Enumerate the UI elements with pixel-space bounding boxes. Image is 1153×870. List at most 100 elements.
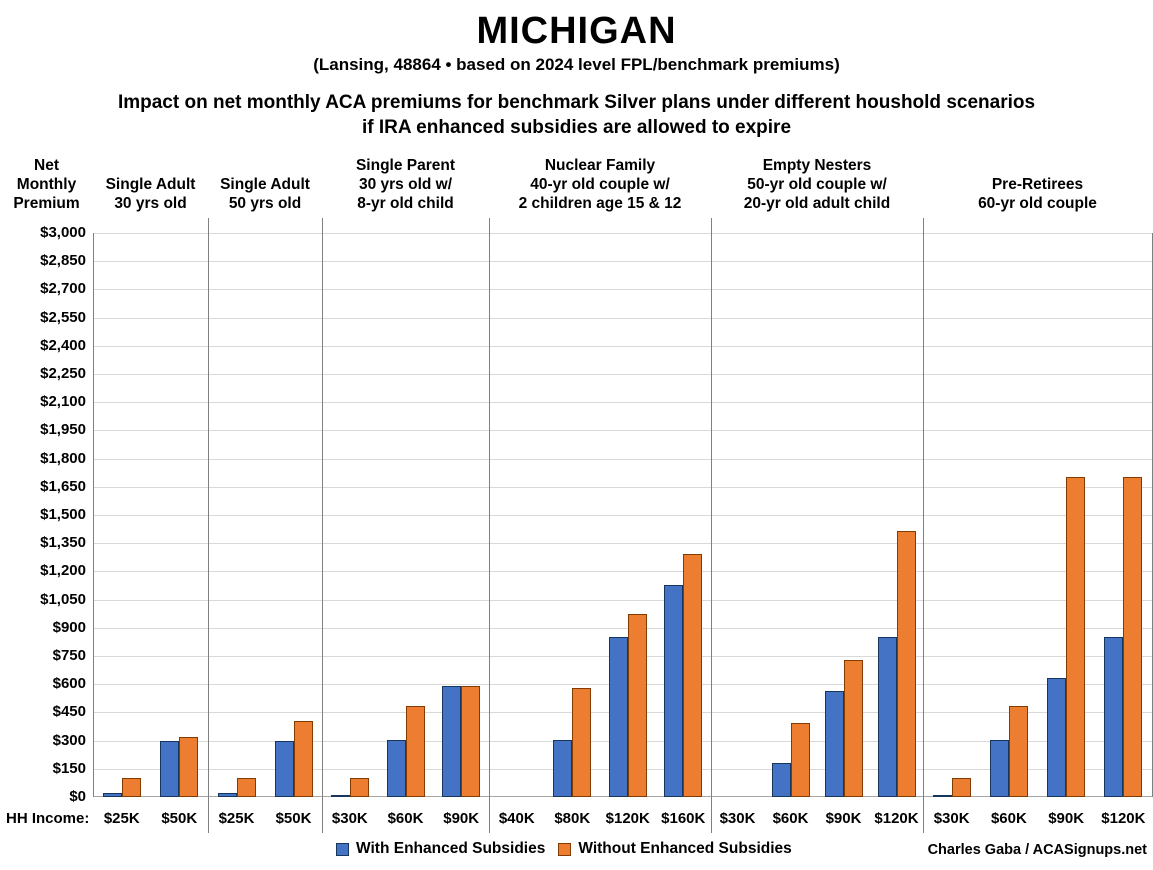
income-label-row: $25K $50K bbox=[208, 808, 322, 830]
gridline bbox=[93, 233, 1152, 234]
gridline bbox=[93, 515, 1152, 516]
bar-without-enhanced-subsidies bbox=[1123, 477, 1143, 797]
y-axis-tick-label: $300 bbox=[52, 731, 86, 749]
legend-item-with-enhanced: With Enhanced Subsidies bbox=[336, 840, 545, 858]
bar-without-enhanced-subsidies bbox=[627, 614, 647, 797]
legend: With Enhanced Subsidies Without Enhanced… bbox=[336, 840, 792, 858]
y-axis-tick-label: $750 bbox=[52, 647, 86, 664]
y-axis-tick-label: $1,650 bbox=[40, 477, 86, 495]
gridline bbox=[93, 345, 1152, 347]
bar-group bbox=[489, 233, 711, 797]
income-label-row: $30K $60K $90K $120K bbox=[923, 808, 1152, 830]
chart-description-line2: if IRA enhanced subsidies are allowed to… bbox=[361, 117, 792, 138]
gridline bbox=[93, 317, 1152, 319]
income-label: $30K bbox=[933, 810, 970, 827]
group-header: Pre-Retirees 60-yr old couple bbox=[923, 150, 1152, 213]
income-label: $30K bbox=[719, 810, 756, 827]
income-label: $90K bbox=[1048, 810, 1085, 827]
bar-with-enhanced-subsidies bbox=[608, 637, 628, 797]
group-separator bbox=[208, 218, 209, 833]
gridline bbox=[93, 261, 1152, 263]
y-axis-tick-label: $2,850 bbox=[40, 252, 86, 270]
gridline bbox=[93, 543, 1152, 545]
bar-slot bbox=[93, 233, 151, 797]
income-label: $40K bbox=[498, 810, 535, 827]
bar-without-enhanced-subsidies bbox=[683, 554, 703, 797]
bar-group bbox=[711, 233, 923, 797]
legend-item-without-enhanced: Without Enhanced Subsidies bbox=[558, 840, 792, 858]
bar-with-enhanced-subsidies bbox=[386, 740, 406, 797]
y-axis-title: Net Monthly Premium bbox=[13, 157, 80, 212]
bar-with-enhanced-subsidies bbox=[274, 741, 294, 797]
bar-without-enhanced-subsidies bbox=[843, 660, 863, 797]
income-label: $80K bbox=[554, 810, 591, 827]
income-label-row: $25K $50K bbox=[93, 808, 208, 830]
group-separator bbox=[322, 218, 323, 833]
gridline bbox=[93, 430, 1152, 432]
gridline bbox=[93, 599, 1152, 601]
y-axis-tick-label: $2,700 bbox=[40, 280, 86, 298]
income-label: $90K bbox=[443, 810, 480, 827]
hh-income-row-label: HH Income: bbox=[6, 810, 90, 827]
bar-slot bbox=[1038, 233, 1095, 797]
income-label: $25K bbox=[218, 810, 255, 827]
bar-with-enhanced-subsidies bbox=[989, 740, 1009, 797]
bar-without-enhanced-subsidies bbox=[293, 721, 313, 797]
bar-with-enhanced-subsidies bbox=[442, 686, 462, 797]
bar-without-enhanced-subsidies bbox=[121, 778, 141, 797]
bar-without-enhanced-subsidies bbox=[572, 688, 592, 797]
plot-edge-line bbox=[93, 233, 94, 797]
bar-with-enhanced-subsidies bbox=[1104, 637, 1124, 797]
bar-with-enhanced-subsidies bbox=[824, 691, 844, 797]
y-axis-tick-label: $0 bbox=[69, 788, 86, 805]
bar-group bbox=[923, 233, 1152, 797]
bar-without-enhanced-subsidies bbox=[179, 737, 199, 797]
income-label: $50K bbox=[275, 810, 312, 827]
bar-without-enhanced-subsidies bbox=[405, 706, 425, 797]
group-separator bbox=[711, 218, 712, 833]
gridline bbox=[93, 374, 1152, 375]
group-header: Single Adult 30 yrs old bbox=[93, 150, 208, 213]
y-axis-tick-label: $150 bbox=[52, 759, 86, 777]
y-axis-tick-label: $450 bbox=[52, 703, 86, 721]
y-axis-tick-label: $2,550 bbox=[40, 308, 86, 326]
bar-slot bbox=[265, 233, 322, 797]
bar-with-enhanced-subsidies bbox=[217, 793, 237, 797]
bar-slot bbox=[1095, 233, 1152, 797]
gridline bbox=[93, 627, 1152, 629]
bar-with-enhanced-subsidies bbox=[160, 741, 180, 797]
bar-slot bbox=[600, 233, 656, 797]
bar-slot bbox=[151, 233, 209, 797]
group-header: Nuclear Family 40-yr old couple w/2 child… bbox=[489, 150, 711, 213]
income-label: $90K bbox=[825, 810, 862, 827]
income-label-row: $40K $80K $120K $160K bbox=[489, 808, 711, 830]
y-axis-tick-label: $900 bbox=[52, 618, 86, 636]
bar-with-enhanced-subsidies bbox=[932, 795, 952, 797]
bar-slot bbox=[764, 233, 817, 797]
bar-slot bbox=[545, 233, 601, 797]
income-label: $120K bbox=[1101, 810, 1146, 827]
group-header: Single Parent 30 yrs old w/8-yr old child bbox=[322, 150, 489, 213]
bar-with-enhanced-subsidies bbox=[877, 637, 897, 797]
bar-with-enhanced-subsidies bbox=[553, 740, 573, 797]
group-separator bbox=[489, 218, 490, 833]
bar-with-enhanced-subsidies bbox=[102, 793, 122, 797]
bar-without-enhanced-subsidies bbox=[349, 778, 369, 797]
bar-slot bbox=[489, 233, 545, 797]
bar-group bbox=[93, 233, 208, 797]
group-header-text: Single Parent 30 yrs old w/8-yr old child bbox=[355, 157, 456, 212]
y-axis-tick-label: $600 bbox=[52, 675, 86, 693]
group-header-text: Pre-Retirees 60-yr old couple bbox=[978, 176, 1097, 212]
bar-with-enhanced-subsidies bbox=[1047, 678, 1067, 797]
bar-slot bbox=[656, 233, 712, 797]
credit: Charles Gaba / ACASignups.net bbox=[927, 842, 1147, 858]
bar-without-enhanced-subsidies bbox=[790, 723, 810, 797]
y-axis-tick-label: $2,250 bbox=[40, 365, 86, 382]
chart-subtitle: (Lansing, 48864 • based on 2024 level FP… bbox=[313, 55, 840, 74]
group-header-text: Empty Nesters 50-yr old couple w/20-yr ol… bbox=[743, 157, 891, 212]
bar-with-enhanced-subsidies bbox=[330, 795, 350, 797]
bar-without-enhanced-subsidies bbox=[1008, 706, 1028, 797]
income-label: $120K bbox=[605, 810, 650, 827]
legend-label-without-enhanced: Without Enhanced Subsidies bbox=[578, 840, 792, 857]
bar-without-enhanced-subsidies bbox=[461, 686, 481, 797]
